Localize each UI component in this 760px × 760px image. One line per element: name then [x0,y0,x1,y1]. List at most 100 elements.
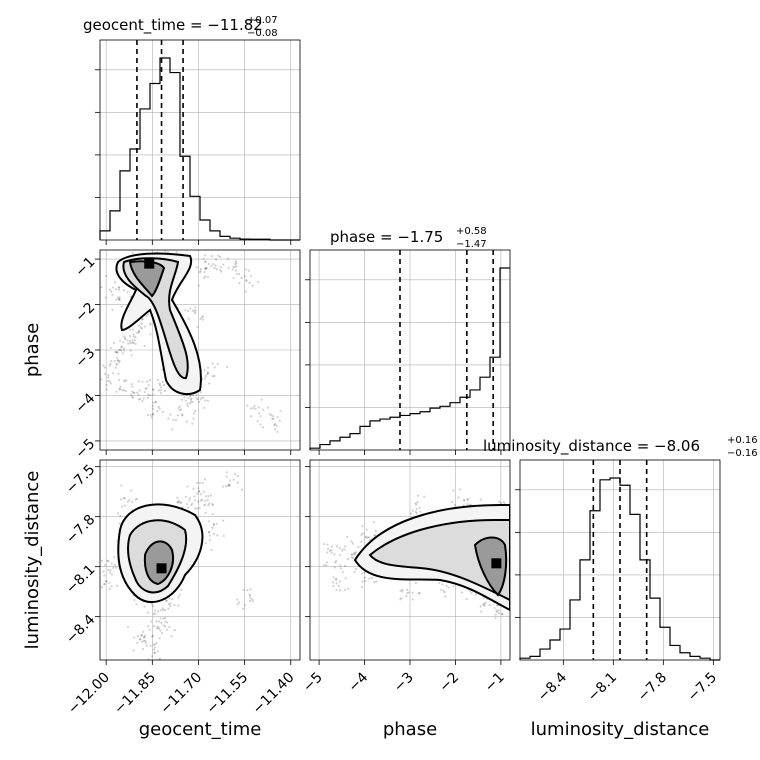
sample-point [196,397,199,401]
sample-point [155,641,158,645]
sample-point [502,500,505,504]
sample-point [111,293,114,296]
sample-point [159,384,162,387]
sample-point [338,580,342,583]
sample-point [113,281,117,284]
sample-point [195,492,198,495]
sample-point [414,581,417,585]
sample-point [243,604,246,607]
sample-point [467,497,470,501]
sample-point [158,637,161,640]
sample-point [328,549,332,553]
sample-point [212,522,215,526]
title-phase-minus: −1.47 [456,239,487,250]
sample-point [457,496,460,499]
sample-point [167,602,171,606]
sample-point [373,534,376,537]
sample-point [500,612,503,616]
sample-point [368,538,371,542]
sample-point [188,499,191,502]
sample-point [135,497,138,501]
sample-point [119,348,122,351]
sample-point [111,286,114,289]
sample-point [136,391,139,394]
sample-point [184,399,187,402]
tick-label-y-phase: −5 [72,436,98,462]
sample-point [141,640,144,643]
sample-point [240,276,243,280]
sample-point [153,651,156,654]
sample-point [341,549,344,552]
tick-label-y-luminosity_distance: −7.8 [63,512,98,547]
sample-point [153,651,156,654]
sample-point [164,616,167,619]
sample-point [339,564,342,567]
sample-point [115,350,118,353]
sample-point [190,398,193,401]
sample-point [203,270,206,274]
sample-point [117,372,120,376]
sample-point [450,500,454,504]
sample-point [219,266,222,269]
sample-point [132,335,135,338]
sample-point [130,354,133,357]
sample-point [132,391,135,394]
sample-point [97,362,99,364]
sample-point [406,591,409,595]
sample-point [361,525,364,528]
sample-point [133,598,136,602]
sample-point [479,605,482,608]
sample-point [350,553,353,556]
sample-point [139,637,142,641]
sample-point [343,564,346,567]
sample-point [247,269,250,272]
sample-point [207,530,211,534]
sample-point [149,322,152,325]
sample-point [206,399,210,402]
sample-point [168,625,171,629]
sample-point [512,604,514,606]
sample-point [442,589,445,592]
sample-point [100,559,104,562]
sample-point [103,574,106,577]
sample-point [161,380,164,383]
sample-point [162,609,165,612]
sample-point [501,613,504,616]
sample-point [353,553,357,556]
sample-point [100,378,103,381]
sample-point [162,624,165,627]
sample-point [104,296,107,299]
sample-point [118,388,122,391]
sample-point [445,584,448,587]
sample-point [151,413,155,416]
sample-point [242,589,245,592]
sample-point [176,496,179,499]
sample-point [157,405,160,408]
sample-point [246,589,249,592]
sample-point [124,390,127,393]
sample-point [119,498,123,501]
tick-label-x-phase: −4 [345,669,371,695]
sample-point [466,498,469,501]
sample-point [236,474,239,478]
tick-label-y-phase: −3 [72,345,98,371]
sample-point [157,626,160,629]
sample-point [143,636,146,639]
sample-point [146,396,149,399]
sample-point [271,417,274,420]
sample-point [274,428,277,431]
sample-point [480,610,483,613]
sample-point [191,309,195,312]
sample-point [179,408,183,411]
sample-point [134,336,137,339]
hist-panel-geocent_time [95,39,301,245]
sample-point [137,331,140,334]
sample-point [194,309,197,312]
pair-frame [309,459,511,661]
sample-point [137,398,140,401]
sample-point [330,551,333,554]
sample-point [493,606,496,610]
sample-point [115,363,119,366]
sample-point [186,485,189,488]
sample-point [243,275,246,278]
